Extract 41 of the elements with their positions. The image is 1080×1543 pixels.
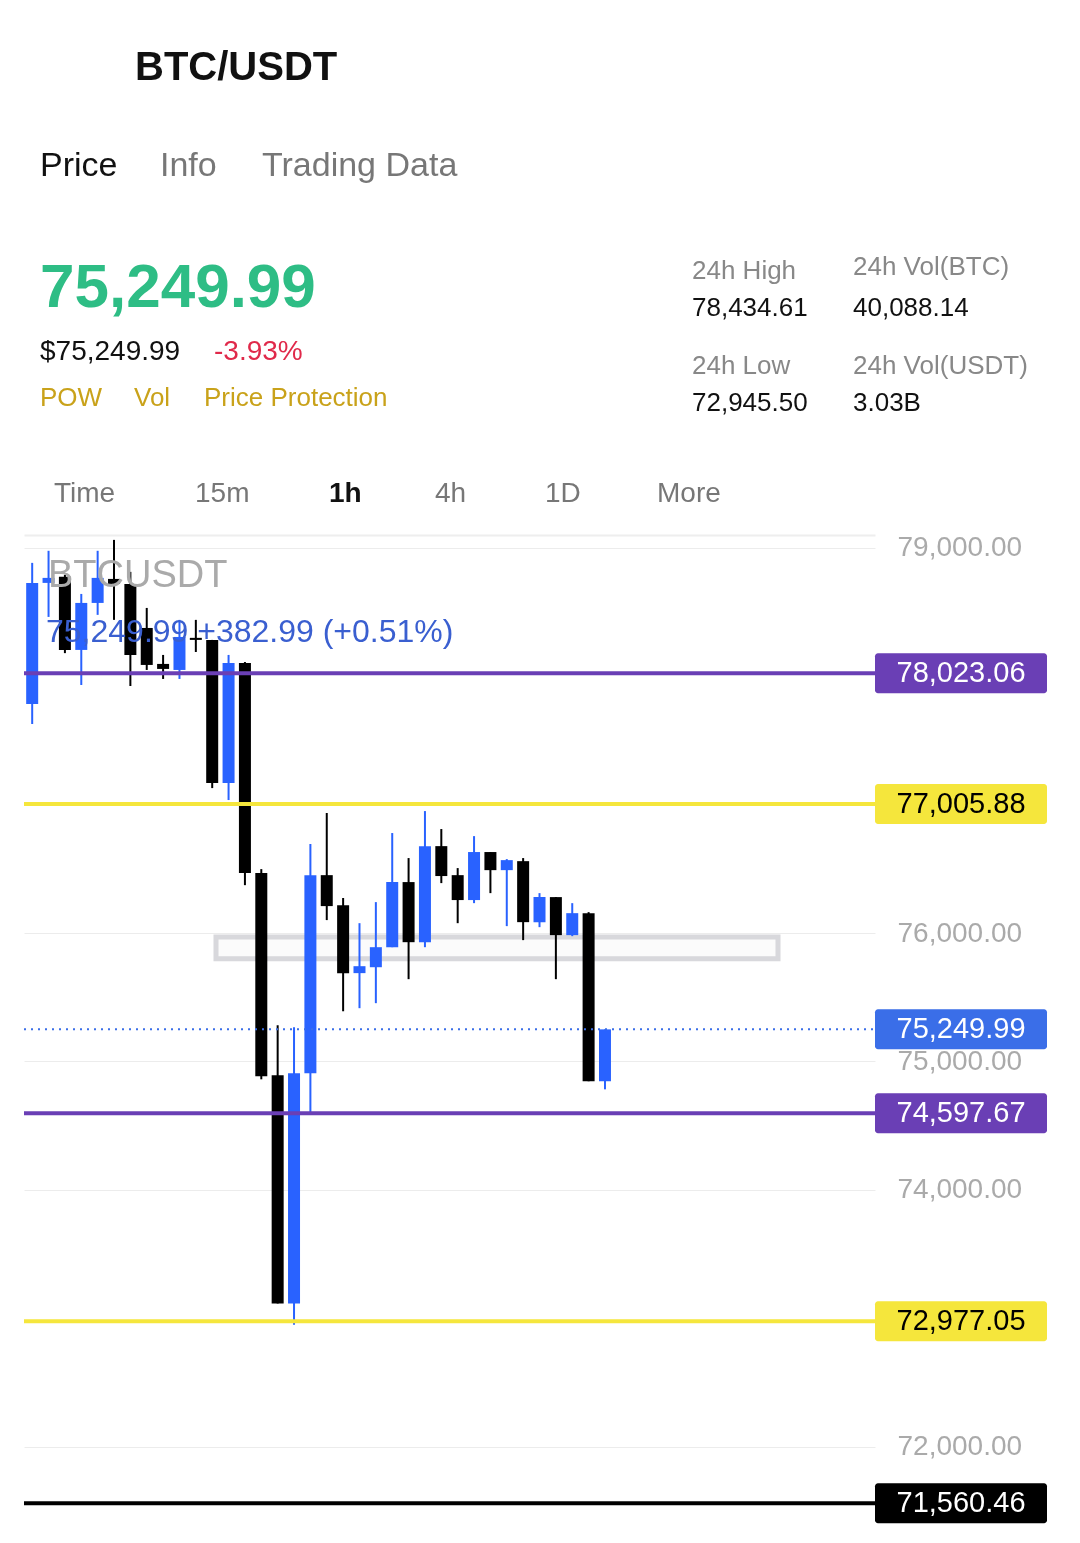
y-tick-label: 75,000.00 — [897, 1044, 1023, 1076]
y-tick-label: 74,000.00 — [897, 1173, 1023, 1205]
text: 24h High — [692, 255, 797, 285]
ref-line-label: 71,560.46 — [896, 1486, 1026, 1519]
text: 1D — [545, 477, 581, 508]
text: 24h Low — [692, 350, 791, 380]
text: 40,088.14 — [853, 292, 969, 322]
y-tick-label: 79,000.00 — [897, 531, 1023, 563]
text: 24h Vol(BTC) — [853, 251, 1010, 281]
text: -3.93% — [214, 335, 303, 366]
text: Price — [40, 145, 118, 183]
ref-line-label: 78,023.06 — [896, 656, 1026, 689]
text: 3.03B — [853, 387, 921, 417]
candlestick — [484, 851, 497, 895]
candlestick — [369, 901, 382, 1005]
chart-title: BTC/USDT — [135, 44, 338, 88]
text: More — [657, 477, 721, 508]
text: Info — [160, 145, 217, 183]
candlestick — [566, 902, 579, 938]
candlestick — [353, 922, 366, 1010]
ref-line-label: 74,597.67 — [896, 1096, 1026, 1129]
text: Time — [54, 477, 116, 508]
text: 1h — [329, 477, 362, 508]
ref-line-label: 75,249.99 — [896, 1012, 1026, 1045]
ref-line-label: 77,005.88 — [896, 786, 1026, 819]
y-tick-label: 76,000.00 — [897, 916, 1023, 948]
text: 78,434.61 — [692, 292, 808, 322]
text: Trading Data — [262, 145, 458, 183]
text: Price Protection — [204, 382, 388, 412]
text: Vol — [134, 382, 171, 412]
candlestick — [500, 858, 513, 928]
text: 72,945.50 — [692, 387, 808, 417]
text: 24h Vol(USDT) — [853, 350, 1028, 380]
text: 15m — [195, 477, 250, 508]
text: 4h — [435, 477, 467, 508]
text: POW — [40, 382, 103, 412]
ref-line-label: 72,977.05 — [896, 1304, 1026, 1337]
text: 75,249.99 — [40, 251, 316, 320]
y-tick-label: 72,000.00 — [897, 1430, 1023, 1462]
text: $75,249.99 — [40, 335, 181, 366]
candlestick — [157, 653, 170, 680]
